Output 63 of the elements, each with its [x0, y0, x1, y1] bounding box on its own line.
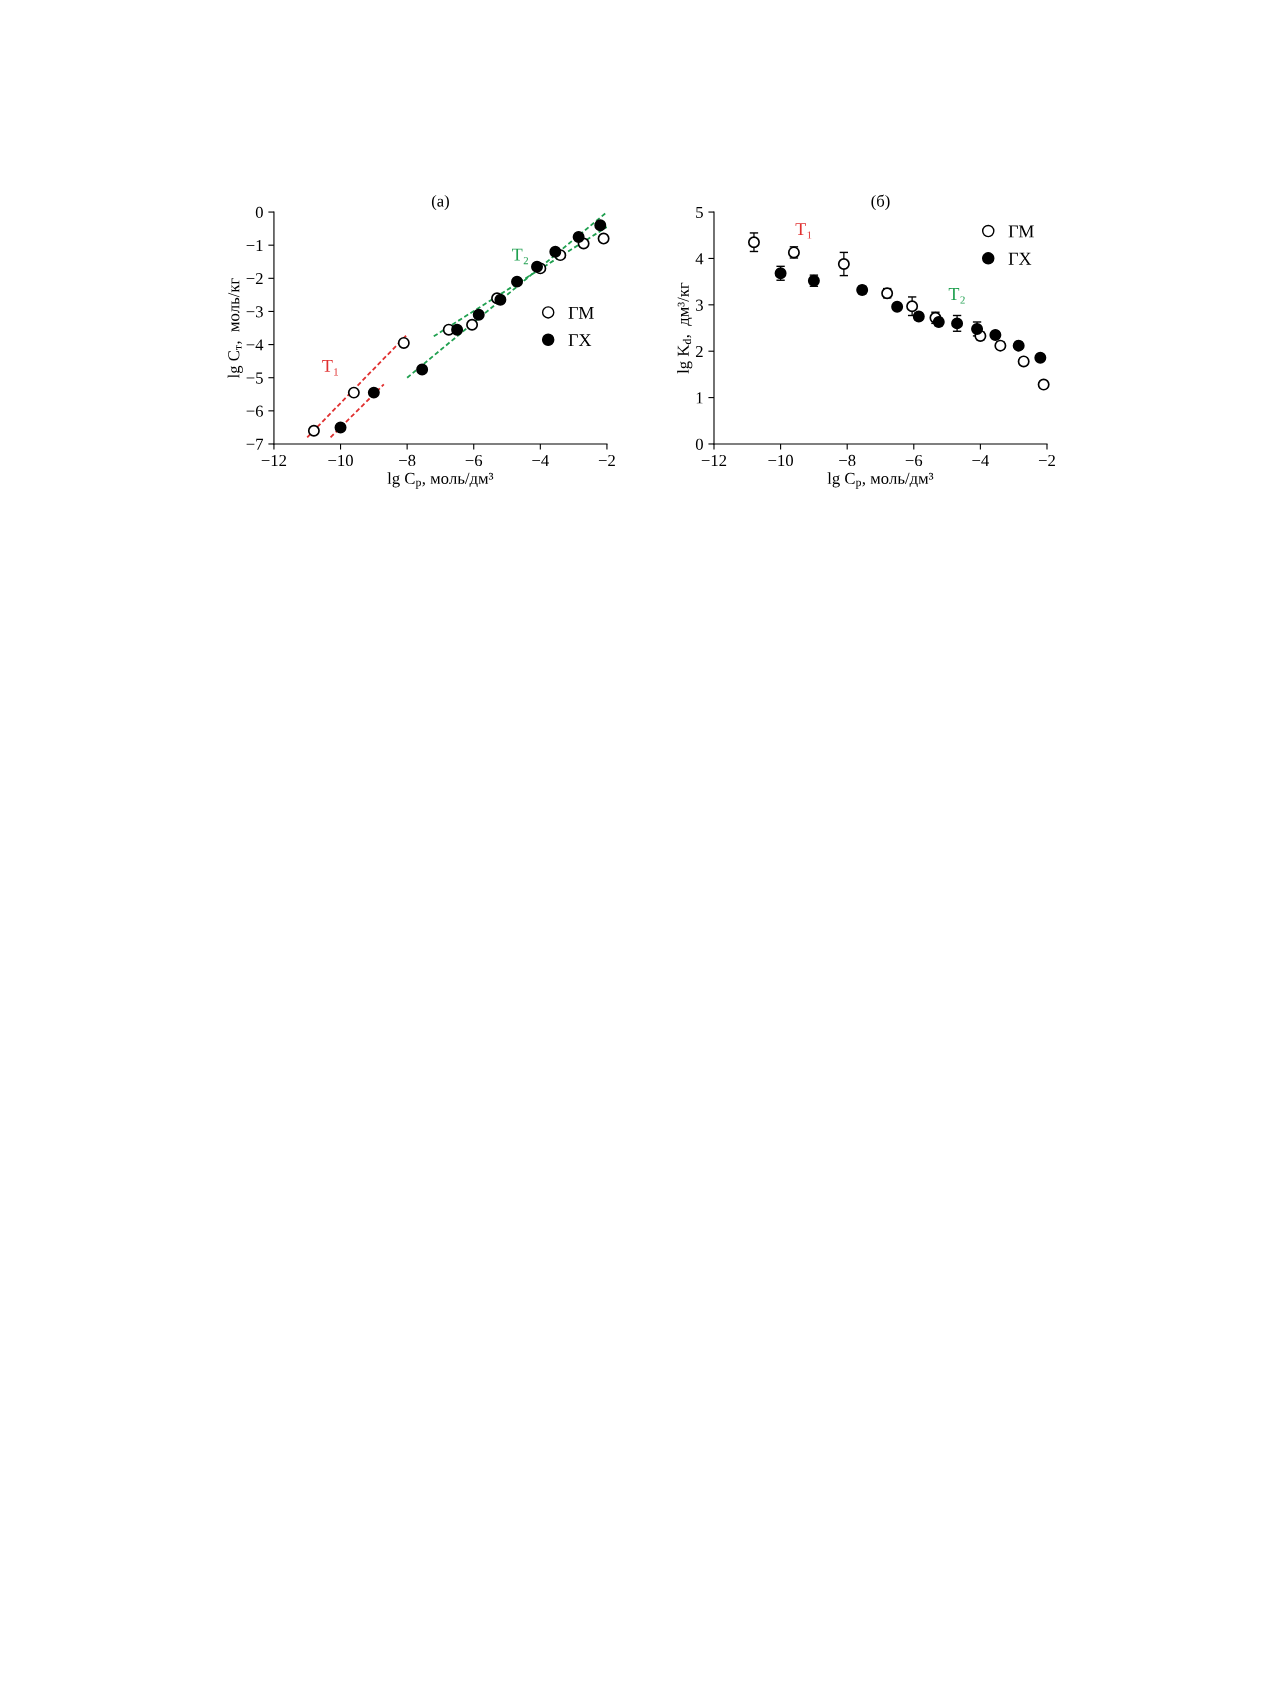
annotation: T₂: [948, 288, 965, 304]
point: [397, 336, 410, 349]
x-tick-label: −2: [598, 454, 615, 466]
point: [367, 386, 380, 399]
point: [597, 232, 610, 245]
y-tick-label: −1: [246, 239, 263, 251]
annotation: T₂: [512, 248, 529, 265]
y-tick-label: −5: [246, 372, 263, 384]
annotation: T₁: [322, 359, 338, 376]
y-tick-label: 5: [696, 206, 703, 218]
point: [572, 230, 585, 243]
legend-label: ГХ: [1008, 252, 1032, 265]
point: [466, 318, 479, 331]
x-tick-label: −4: [972, 454, 989, 466]
chart-title: (б): [871, 194, 890, 211]
x-tick-label: −6: [905, 454, 923, 467]
y-tick-label: −2: [246, 273, 263, 285]
point: [906, 300, 919, 313]
x-tick-label: −4: [532, 454, 549, 466]
x-tick-label: −10: [768, 454, 793, 467]
x-axis-title: lg C$_{р}$, моль/дм³: [827, 472, 934, 489]
y-tick-label: 0: [255, 206, 263, 218]
x-tick-label: −12: [701, 454, 727, 466]
point: [347, 386, 360, 399]
y-tick-label: 4: [695, 253, 704, 265]
point: [531, 260, 543, 273]
y-tick-label: 1: [696, 392, 703, 404]
point: [837, 258, 850, 270]
point: [549, 245, 562, 258]
point: [747, 236, 760, 249]
point: [416, 363, 429, 376]
y-tick-label: 0: [695, 438, 703, 450]
legend-label: ГМ: [1008, 225, 1034, 238]
y-tick-label: −3: [246, 306, 263, 318]
y-tick-label: −4: [246, 339, 264, 351]
y-tick-label: 2: [695, 345, 703, 357]
x-tick-label: −10: [328, 454, 353, 467]
point: [1017, 355, 1030, 368]
point: [472, 308, 485, 321]
y-tick-label: −7: [246, 438, 264, 450]
legend-label: ГХ: [568, 334, 592, 347]
y-tick-label: −6: [246, 405, 264, 417]
legend-label: ГМ: [568, 306, 594, 319]
x-tick-label: −2: [1038, 454, 1055, 466]
point: [451, 323, 464, 336]
x-tick-label: −8: [399, 454, 416, 467]
x-tick-label: −8: [839, 454, 856, 467]
point: [989, 328, 1002, 341]
point: [307, 424, 320, 437]
y-axis-title: lg K$_{d}$, дм³/кг: [677, 282, 693, 374]
point: [594, 219, 607, 232]
x-axis-title: lg C$_{р}$, моль/дм³: [387, 472, 494, 489]
x-tick-label: −12: [261, 454, 287, 466]
point: [891, 300, 904, 313]
x-tick-label: −6: [465, 454, 483, 467]
point: [1034, 351, 1047, 364]
point: [334, 421, 347, 434]
point: [1037, 378, 1050, 391]
annotation: T₁: [795, 223, 812, 239]
chart-title: (a): [431, 194, 449, 211]
y-axis-title: lg C$_{т}$, моль/кг: [227, 278, 243, 379]
y-tick-label: 3: [696, 299, 703, 311]
point: [511, 275, 524, 288]
